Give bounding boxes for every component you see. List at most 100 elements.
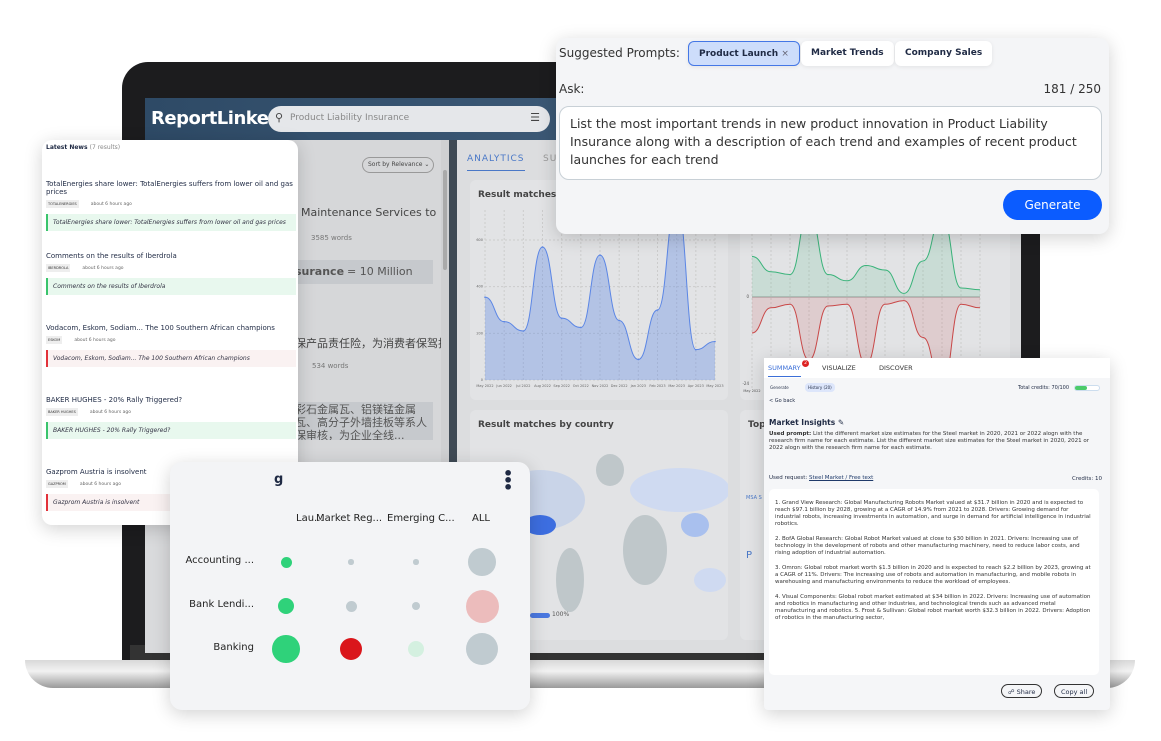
- filter-icon[interactable]: ☰: [530, 111, 540, 124]
- news-title[interactable]: Vodacom, Eskom, Sodiam... The 100 Southe…: [46, 324, 275, 332]
- news-item[interactable]: Comments on the results of Iberdrola IBE…: [46, 252, 296, 295]
- map-legend-max: 100%: [552, 611, 570, 618]
- news-quote: BAKER HUGHES - 20% Rally Triggered?: [46, 422, 296, 439]
- news-time: about 6 hours ago: [90, 202, 132, 207]
- x-tick-label: May 2023: [706, 384, 723, 388]
- result-snippet: 彩石金属瓦、铝镁锰金属瓦、高分子外墙挂板等系人保审核，为企业全线...: [295, 402, 433, 440]
- more-options-icon[interactable]: • • •: [503, 464, 514, 497]
- y-tick-label: 400: [476, 285, 483, 289]
- list-scrollbar[interactable]: [441, 140, 449, 653]
- column-header: Market Reg...: [316, 513, 383, 524]
- news-item[interactable]: Vodacom, Eskom, Sodiam... The 100 Southe…: [46, 324, 296, 367]
- news-header: Latest News (7 results): [46, 144, 120, 151]
- news-title[interactable]: TotalEnergies share lower: TotalEnergies…: [46, 180, 293, 196]
- reportlinker-logo: ReportLinker: [151, 108, 277, 129]
- news-tag[interactable]: IBERDROLA: [46, 264, 71, 272]
- share-label: Share: [1016, 688, 1036, 696]
- x-tick-label: Jun 2022: [495, 384, 512, 388]
- bubble[interactable]: [468, 548, 496, 576]
- x-tick-label: May 2022: [476, 384, 493, 388]
- chip-product-launch[interactable]: Product Launch ×: [688, 41, 800, 66]
- bubble[interactable]: [345, 600, 357, 612]
- search-icon: ⚲: [275, 111, 284, 124]
- x-tick-label: May 2022: [743, 389, 760, 393]
- chip-market-trends[interactable]: Market Trends: [801, 41, 894, 66]
- scroll-thumb[interactable]: [443, 170, 447, 270]
- copy-all-button[interactable]: Copy all: [1054, 684, 1095, 698]
- news-item[interactable]: TotalEnergies share lower: TotalEnergies…: [46, 180, 296, 231]
- x-tick-label: Sep 2022: [553, 384, 570, 388]
- generate-tab[interactable]: Generate: [770, 385, 789, 390]
- data-point: [541, 246, 544, 248]
- bubble[interactable]: [340, 638, 362, 660]
- top-item[interactable]: MSA S: [746, 495, 762, 501]
- result-title[interactable]: 保产品责任险，为消费者保驾护: [295, 337, 445, 350]
- country-map-title: Result matches by country: [478, 420, 614, 430]
- tab-summary[interactable]: SU: [543, 154, 558, 164]
- news-title[interactable]: BAKER HUGHES - 20% Rally Triggered?: [46, 396, 183, 404]
- pane-divider[interactable]: [449, 140, 457, 653]
- total-credits: Total credits: 70/100: [1018, 385, 1070, 391]
- x-tick-label: Aug 2022: [534, 384, 551, 388]
- result-title[interactable]: Maintenance Services to: [301, 206, 437, 219]
- chip-company-sales[interactable]: Company Sales: [895, 41, 993, 66]
- x-tick-label: Jul 2022: [515, 384, 530, 388]
- bubble[interactable]: [277, 597, 295, 615]
- search-input[interactable]: ⚲ Product Liability Insurance ☰: [268, 106, 550, 132]
- used-prompt: Used prompt: List the different market s…: [769, 431, 1104, 452]
- news-quote: Vodacom, Eskom, Sodiam... The 100 Southe…: [46, 350, 296, 367]
- news-time: about 6 hours ago: [89, 410, 131, 415]
- summary-tabs: SUMMARY 2 VISUALIZE DISCOVER: [764, 358, 1110, 378]
- bubble[interactable]: [465, 589, 499, 623]
- news-title[interactable]: Gazprom Austria is insolvent: [46, 468, 147, 476]
- sort-dropdown[interactable]: Sort by Relevance ⌄: [362, 157, 434, 173]
- bubble[interactable]: [413, 559, 419, 565]
- bubble[interactable]: [272, 635, 300, 663]
- generate-button[interactable]: Generate: [1003, 190, 1102, 220]
- data-point: [522, 330, 525, 332]
- bubble-card-title: g: [274, 472, 284, 487]
- go-back-link[interactable]: < Go back: [769, 398, 796, 404]
- notification-badge: 2: [802, 360, 809, 367]
- history-button[interactable]: History (20): [805, 383, 835, 392]
- y-tick-label: 0: [481, 378, 483, 382]
- edit-icon[interactable]: ✎: [837, 418, 845, 427]
- share-button[interactable]: ☍ Share: [1001, 684, 1043, 698]
- summary-panel: SUMMARY 2 VISUALIZE DISCOVER Generate Hi…: [764, 358, 1110, 710]
- news-tag[interactable]: GAZPROM: [46, 480, 68, 488]
- x-tick-label: Dec 2022: [611, 384, 628, 388]
- news-title[interactable]: Comments on the results of Iberdrola: [46, 252, 177, 260]
- snippet-text: = 10 Million: [347, 265, 413, 278]
- news-tag[interactable]: BAKER HUGHES: [46, 408, 78, 416]
- snippet-highlight: surance: [295, 265, 345, 278]
- bubble[interactable]: [407, 640, 425, 658]
- column-header: Lau...: [296, 513, 324, 524]
- data-point: [695, 348, 697, 351]
- data-point: [580, 326, 582, 329]
- news-item[interactable]: BAKER HUGHES - 20% Rally Triggered? BAKE…: [46, 396, 296, 439]
- x-tick-label: Apr 2023: [688, 384, 704, 388]
- news-tag[interactable]: TOTALENERGIES: [46, 200, 79, 208]
- news-tag[interactable]: ESKOM: [46, 336, 63, 344]
- credits-bar: [1074, 385, 1100, 391]
- tab-discover[interactable]: DISCOVER: [879, 364, 913, 372]
- x-tick-label: Mar 2023: [668, 384, 685, 388]
- top-item[interactable]: P: [746, 550, 753, 561]
- data-point: [714, 340, 716, 343]
- news-time: about 6 hours ago: [82, 266, 124, 271]
- close-icon[interactable]: ×: [781, 49, 789, 59]
- ask-textarea[interactable]: List the most important trends in new pr…: [559, 106, 1102, 180]
- bubble[interactable]: [348, 559, 354, 565]
- tab-analytics[interactable]: ANALYTICS: [467, 154, 525, 171]
- negative-area: [752, 297, 980, 387]
- bubble[interactable]: [411, 601, 421, 611]
- used-request-link[interactable]: Steel Market / Free text: [809, 475, 874, 481]
- data-point: [503, 320, 505, 323]
- tab-summary[interactable]: SUMMARY: [768, 364, 801, 377]
- tab-visualize[interactable]: VISUALIZE: [822, 364, 856, 372]
- news-count: (7 results): [89, 144, 121, 151]
- bubble[interactable]: [466, 633, 498, 665]
- x-tick-label: Jan 2023: [630, 384, 646, 388]
- bubble[interactable]: [280, 556, 292, 568]
- result-snippet: surance = 10 Million: [295, 260, 433, 284]
